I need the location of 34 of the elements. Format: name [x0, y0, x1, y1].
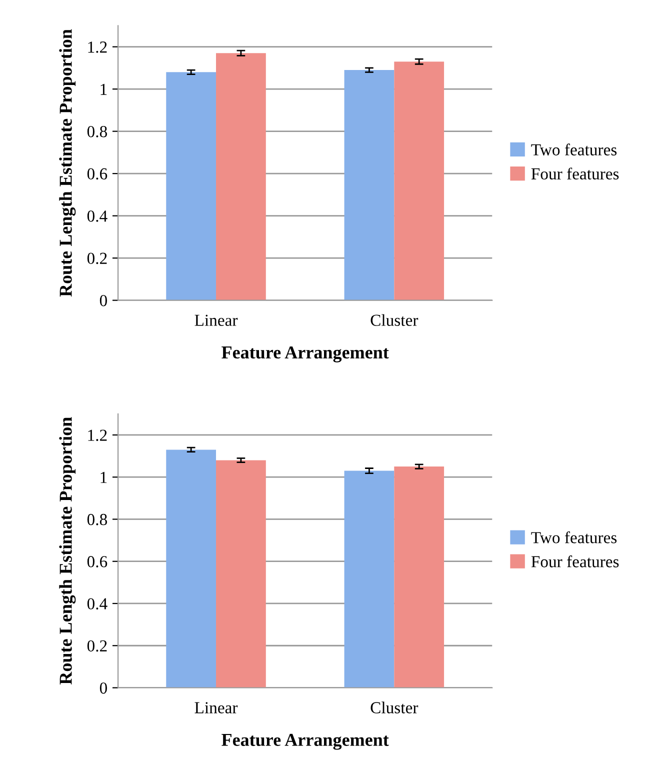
legend-label: Two features: [531, 531, 617, 544]
y-tick-label: 0.6: [87, 556, 108, 568]
x-tick-label: Cluster: [370, 314, 418, 326]
legend-label: Four features: [531, 168, 619, 180]
x-tick-label: Cluster: [370, 702, 418, 714]
y-tick-label: 0.8: [87, 514, 107, 526]
y-tick-label: 0: [100, 682, 107, 694]
legend-label: Four features: [531, 555, 619, 568]
y-tick-label: 0.4: [87, 210, 108, 222]
bar: [344, 70, 394, 300]
y-tick-label: 1: [100, 84, 107, 95]
legend-label: Two features: [531, 144, 617, 156]
bar: [166, 450, 216, 688]
y-tick-label: 0.2: [87, 640, 107, 652]
y-tick-label: 1.2: [88, 430, 107, 441]
y-tick-label: 0.2: [87, 252, 107, 264]
x-axis-title: Feature Arrangement: [222, 734, 389, 750]
y-tick-label: 0.8: [87, 126, 107, 138]
y-axis-title: Route Length Estimate Proportion: [59, 417, 76, 685]
y-tick-label: 1.2: [88, 42, 107, 53]
y-tick-label: 1: [100, 472, 107, 483]
x-tick-label: Linear: [194, 702, 238, 714]
y-tick-label: 0: [100, 295, 107, 306]
bar: [166, 72, 216, 300]
bar: [394, 466, 444, 688]
y-tick-label: 0.4: [87, 598, 108, 610]
y-tick-label: 0.6: [87, 168, 108, 180]
bar: [394, 62, 444, 300]
bar: [216, 460, 266, 688]
y-axis-title: Route Length Estimate Proportion: [59, 29, 76, 297]
bar: [216, 53, 266, 300]
x-axis-title: Feature Arrangement: [222, 346, 389, 362]
x-tick-label: Linear: [194, 314, 238, 326]
bar: [344, 470, 394, 688]
